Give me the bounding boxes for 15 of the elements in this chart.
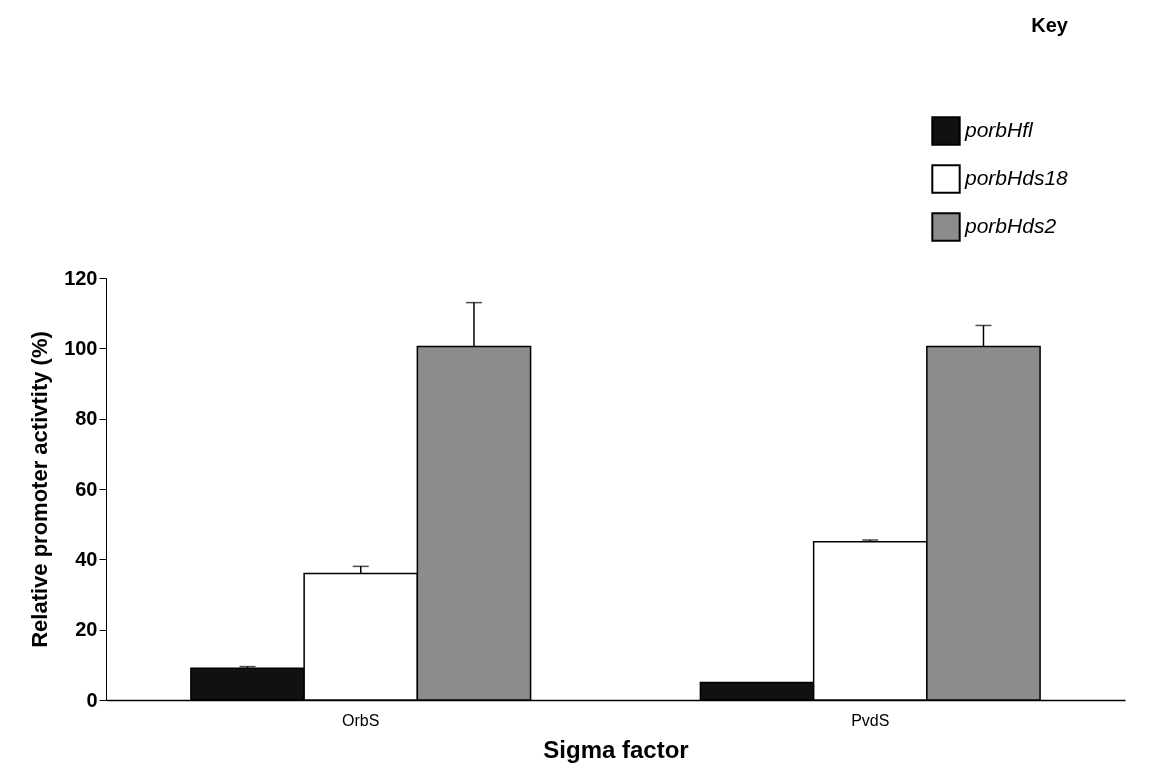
y-tick-label: 80 [75,407,98,430]
y-tick-label: 120 [64,266,98,289]
legend-title: Key [1031,14,1069,36]
y-tick-label: 100 [64,336,98,359]
y-tick-label: 20 [75,618,98,641]
legend-label: porbHds2 [964,214,1057,237]
x-axis-title: Sigma factor [543,735,689,763]
y-tick-label: 60 [75,477,98,500]
x-tick-label: PvdS [851,711,890,729]
legend-label: porbHds18 [964,166,1069,189]
y-tick-label: 40 [75,547,98,570]
y-tick-label: 0 [86,688,98,711]
legend-label: porbHfl [964,118,1035,141]
x-tick-label: OrbS [342,711,380,729]
y-axis-title: Relative promoter activtity (%) [27,331,53,648]
